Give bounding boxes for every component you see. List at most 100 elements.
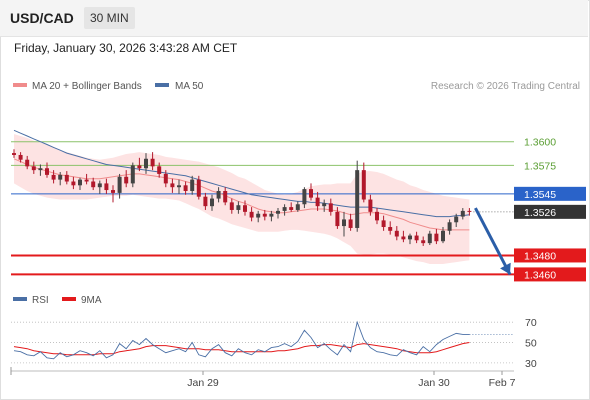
candle-body: [163, 173, 168, 184]
rsi-line: [13, 320, 470, 360]
forecast-arrow-head: [500, 262, 511, 275]
rsi-tick-label: 50: [525, 338, 537, 350]
current-price-label: 1.3526: [524, 207, 556, 219]
candle-body: [51, 174, 56, 180]
rsi-ma-legend-label: 9MA: [81, 295, 102, 306]
candle-body: [302, 189, 307, 205]
pivot-tag-2: [514, 186, 586, 201]
candle-body: [78, 179, 82, 186]
candle-body: [170, 183, 175, 188]
candle-body: [421, 240, 426, 244]
candle-body: [295, 204, 300, 210]
candle-body: [97, 183, 102, 188]
candle-body: [210, 198, 214, 207]
candle-body: [130, 165, 135, 184]
x-tick-label: Feb 7: [489, 377, 516, 389]
candle-body: [427, 233, 432, 244]
support-tag-5: [514, 267, 586, 282]
candle-body: [454, 216, 459, 223]
support-label-5: 1.3460: [524, 269, 556, 281]
ma20-legend-label: MA 20 + Bollinger Bands: [32, 81, 142, 92]
candle-body: [368, 199, 373, 212]
candle-body: [335, 211, 340, 227]
candle-body: [12, 153, 16, 155]
candle-body: [342, 219, 346, 227]
candle-body: [104, 183, 109, 191]
candle-body: [229, 202, 234, 210]
timeframe-selector[interactable]: 30 MIN: [84, 7, 135, 29]
top-bar: USD/CAD 30 MIN: [0, 0, 588, 37]
ma50-legend-label: MA 50: [175, 81, 204, 92]
candle-body: [38, 168, 43, 171]
candle-body: [309, 189, 313, 198]
ma50-legend-swatch: [155, 83, 169, 87]
candle-body: [467, 210, 472, 212]
resistance-label-0: 1.3600: [524, 137, 556, 149]
bollinger-band: [14, 134, 470, 264]
candle-body: [64, 174, 69, 182]
symbol-label: USD/CAD: [10, 10, 74, 26]
candle-body: [408, 235, 412, 240]
candle-body: [276, 210, 280, 214]
candle-body: [71, 181, 76, 186]
candle-body: [249, 211, 254, 218]
candle-body: [322, 203, 327, 207]
candle-body: [150, 158, 155, 167]
forecast-arrow-line: [474, 207, 512, 276]
ma20-legend-swatch: [13, 83, 27, 87]
rsi-tick-label: 30: [525, 358, 537, 370]
candle-body: [91, 181, 96, 188]
ma50-line: [13, 129, 470, 218]
candle-body: [196, 179, 201, 197]
x-tick-label: Jan 30: [418, 377, 450, 389]
candle-body: [414, 235, 419, 241]
candle-body: [256, 213, 261, 218]
chart-datetime: Friday, January 30, 2026 3:43:28 AM CET: [14, 41, 238, 55]
ma20-line: [13, 158, 470, 231]
candle-body: [328, 203, 333, 212]
rsi-ma-line: [13, 342, 470, 356]
candle-body: [190, 179, 195, 191]
pivot-label-2: 1.3545: [524, 189, 556, 201]
candle-body: [111, 190, 115, 193]
candle-body: [183, 185, 188, 191]
candle-body: [355, 170, 360, 228]
rsi-legend-swatch: [13, 297, 27, 301]
candle-body: [117, 176, 122, 193]
candle-body: [381, 220, 386, 228]
candle-body: [157, 166, 162, 174]
candle-body: [394, 230, 399, 237]
candle-body: [315, 197, 320, 207]
candle-body: [124, 176, 129, 184]
candle-body: [18, 154, 23, 160]
candle-body: [375, 211, 379, 221]
candle-body: [447, 222, 452, 231]
support-tag-4: [514, 248, 586, 263]
candle-body: [177, 185, 181, 188]
candle-body: [243, 205, 247, 212]
candle-body: [361, 170, 366, 200]
candle-body: [401, 236, 406, 240]
candle-body: [25, 159, 30, 167]
candle-body: [223, 190, 228, 203]
candle-body: [137, 165, 142, 169]
candle-body: [460, 210, 465, 217]
x-tick-label: Jan 29: [187, 377, 219, 389]
candle-body: [58, 174, 63, 180]
candle-body: [388, 227, 393, 231]
candle-body: [434, 233, 439, 242]
resistance-label-1: 1.3575: [524, 160, 556, 172]
candle-body: [216, 190, 221, 199]
candle-body: [282, 207, 287, 211]
rsi-legend-label: RSI: [32, 295, 49, 306]
candle-body: [441, 230, 445, 242]
candle-body: [84, 179, 89, 182]
candle-body: [144, 158, 148, 169]
candle-body: [203, 196, 208, 207]
current-price-tag: [514, 204, 586, 219]
candle-body: [236, 205, 241, 210]
candle-body: [289, 207, 294, 210]
support-label-4: 1.3480: [524, 250, 556, 262]
research-credit: Research © 2026 Trading Central: [431, 81, 580, 92]
